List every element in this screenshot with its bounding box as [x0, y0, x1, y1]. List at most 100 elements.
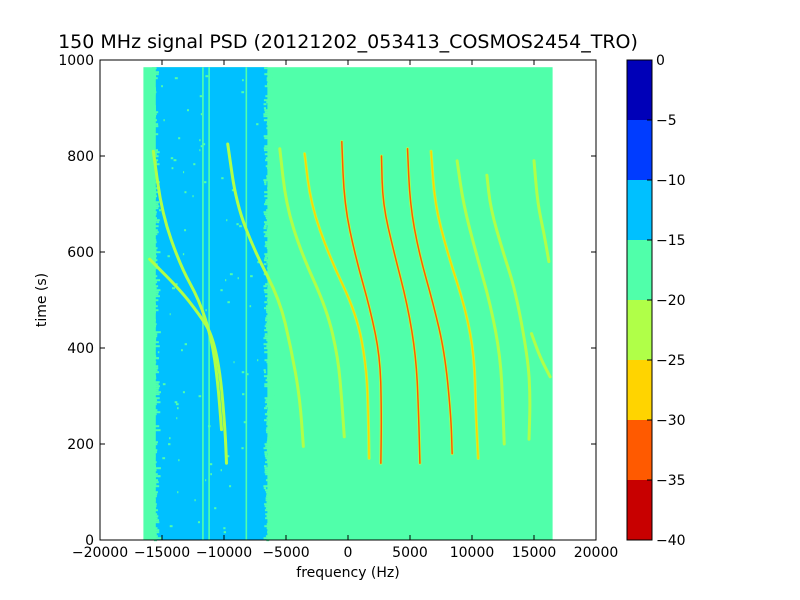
noise-speckle	[152, 253, 157, 256]
noise-speckle	[265, 379, 269, 382]
noise-speckle	[266, 441, 272, 444]
noise-speckle	[150, 527, 158, 530]
y-tick-label: 800	[67, 149, 94, 165]
noise-speckle	[268, 529, 271, 532]
noise-speckle	[151, 99, 156, 102]
noise-speckle	[151, 513, 158, 516]
noise-speckle	[172, 287, 176, 290]
noise-speckle	[149, 353, 155, 356]
x-tick-label: 15000	[512, 545, 557, 561]
noise-speckle	[152, 173, 157, 176]
noise-speckle	[149, 375, 157, 378]
noise-speckle	[266, 229, 273, 232]
noise-speckle	[154, 163, 160, 166]
y-tick-label: 1000	[58, 53, 94, 69]
noise-speckle	[162, 383, 166, 386]
noise-speckle	[264, 455, 270, 458]
noise-speckle	[150, 235, 153, 238]
noise-speckle	[153, 517, 158, 520]
noise-speckle	[153, 377, 157, 380]
noise-speckle	[153, 257, 157, 260]
noise-speckle	[151, 83, 156, 86]
noise-speckle	[150, 505, 157, 508]
noise-speckle	[214, 507, 217, 510]
noise-speckle	[266, 459, 270, 462]
noise-speckle	[223, 527, 226, 530]
noise-speckle	[267, 141, 272, 144]
noise-speckle	[149, 169, 156, 172]
noise-speckle	[153, 367, 159, 370]
noise-speckle	[266, 127, 273, 130]
noise-speckle	[153, 201, 160, 204]
noise-speckle	[150, 443, 158, 446]
noise-speckle	[264, 503, 269, 506]
noise-speckle	[154, 531, 160, 534]
noise-speckle	[266, 123, 272, 126]
noise-speckle	[154, 383, 159, 386]
noise-speckle	[152, 203, 159, 206]
noise-speckle	[152, 241, 157, 244]
noise-speckle	[263, 343, 270, 346]
noise-speckle	[151, 489, 156, 492]
noise-speckle	[264, 257, 267, 260]
noise-speckle	[269, 139, 275, 142]
noise-speckle	[154, 409, 158, 412]
noise-speckle	[154, 467, 161, 470]
x-tick-label: 5000	[392, 545, 428, 561]
noise-speckle	[264, 525, 269, 528]
noise-speckle	[150, 233, 158, 236]
noise-speckle	[264, 203, 270, 206]
noise-speckle	[150, 373, 155, 376]
noise-speckle	[265, 489, 269, 492]
noise-speckle	[199, 149, 201, 152]
noise-speckle	[265, 305, 272, 308]
colorbar-tick-label: −30	[656, 413, 686, 429]
noise-speckle	[268, 93, 276, 96]
noise-speckle	[176, 417, 178, 420]
noise-speckle	[154, 111, 159, 114]
noise-speckle	[152, 267, 158, 270]
noise-speckle	[268, 297, 273, 300]
noise-speckle	[153, 107, 156, 110]
noise-speckle	[150, 457, 154, 460]
noise-speckle	[231, 189, 235, 192]
noise-speckle	[264, 73, 270, 76]
noise-speckle	[148, 185, 156, 188]
noise-speckle	[265, 461, 273, 464]
noise-speckle	[265, 215, 270, 218]
noise-speckle	[149, 215, 153, 218]
noise-speckle	[149, 183, 156, 186]
noise-speckle	[154, 207, 159, 210]
noise-speckle	[263, 147, 271, 150]
noise-speckle	[150, 307, 156, 310]
colorbar-segment	[627, 60, 652, 120]
noise-speckle	[266, 377, 273, 380]
signal-tracks	[148, 140, 552, 465]
noise-speckle	[200, 113, 203, 116]
noise-speckle	[192, 195, 194, 198]
noise-speckle	[257, 261, 260, 264]
noise-speckle	[156, 357, 159, 360]
noise-speckle	[150, 249, 157, 252]
noise-speckle	[173, 159, 177, 162]
noise-speckle	[267, 125, 273, 128]
noise-speckle	[268, 425, 274, 428]
noise-speckle	[268, 89, 274, 92]
noise-speckle	[267, 477, 272, 480]
noise-speckle	[264, 149, 269, 152]
noise-speckle	[152, 259, 158, 262]
noise-speckle	[266, 261, 273, 264]
noise-speckle	[153, 339, 157, 342]
noise-speckle	[265, 413, 268, 416]
noise-speckle	[150, 317, 153, 320]
noise-speckle	[268, 269, 275, 272]
noise-speckle	[266, 527, 269, 530]
noise-speckle	[267, 533, 275, 536]
noise-speckle	[265, 405, 269, 408]
noise-speckle	[177, 407, 179, 410]
noise-speckle	[269, 97, 272, 100]
noise-speckle	[202, 143, 206, 146]
noise-speckle	[264, 291, 268, 294]
noise-speckle	[267, 249, 275, 252]
noise-speckle	[246, 373, 249, 376]
